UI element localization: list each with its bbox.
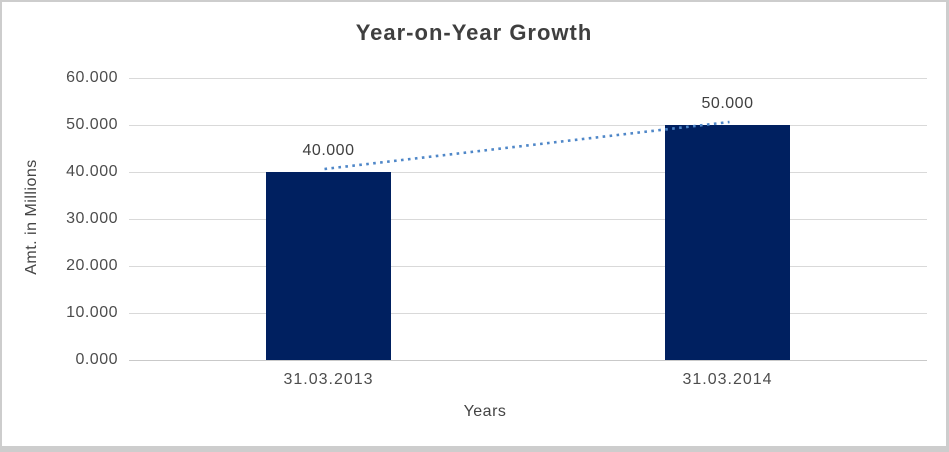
gridline <box>129 219 927 220</box>
y-tick-label: 20.000 <box>66 257 118 274</box>
x-axis-line <box>129 360 927 361</box>
y-tick-label: 0.000 <box>75 351 118 368</box>
gridline <box>129 313 927 314</box>
gridline <box>129 125 927 126</box>
bar <box>266 172 391 360</box>
chart-title: Year-on-Year Growth <box>355 20 593 45</box>
bar-data-label: 40.000 <box>302 142 355 159</box>
y-tick-label: 50.000 <box>66 116 118 133</box>
bar-data-label: 50.000 <box>701 95 754 112</box>
x-tick-label: 31.03.2014 <box>682 371 773 388</box>
y-tick-label: 10.000 <box>66 304 118 321</box>
x-tick-label: 31.03.2013 <box>283 371 374 388</box>
x-axis-title: Years <box>463 403 507 420</box>
bar <box>665 125 790 360</box>
y-tick-label: 30.000 <box>66 210 118 227</box>
gridline <box>129 78 927 79</box>
gridline <box>129 172 927 173</box>
y-tick-label: 60.000 <box>66 69 118 86</box>
gridline <box>129 266 927 267</box>
y-tick-label: 40.000 <box>66 163 118 180</box>
